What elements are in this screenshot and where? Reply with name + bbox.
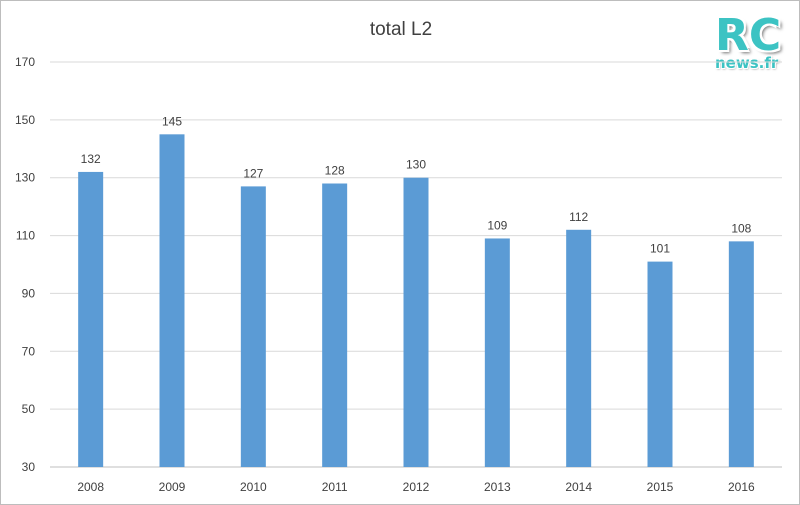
data-label: 109 [487,218,507,232]
data-label: 130 [406,158,426,172]
data-label: 128 [325,164,345,178]
x-axis: 2008 2009 2010 2011 2012 2013 2014 2015 2016 [77,480,755,494]
x-tick-label: 2012 [403,480,430,494]
y-tick-label: 130 [15,171,35,185]
data-label: 132 [81,152,101,166]
data-label: 145 [162,114,182,128]
y-tick-label: 30 [22,460,36,474]
bar-2012 [403,177,429,467]
x-tick-label: 2013 [484,480,511,494]
x-tick-label: 2008 [77,480,104,494]
x-tick-label: 2015 [647,480,674,494]
data-label: 101 [650,242,670,256]
bar-2016 [728,241,754,467]
x-tick-label: 2009 [159,480,186,494]
data-labels: 132 145 127 128 130 109 112 101 108 [81,114,752,255]
chart-title: total L2 [369,19,433,40]
x-tick-label: 2010 [240,480,267,494]
y-tick-label: 90 [22,286,36,300]
y-tick-label: 170 [15,55,35,69]
y-tick-label: 110 [16,229,35,243]
x-tick-label: 2016 [728,480,755,494]
x-tick-label: 2011 [322,480,348,494]
rcnews-logo: RC news.fr [713,11,789,75]
y-axis: 30 50 70 90 110 130 150 170 [15,55,35,474]
bars [78,134,754,468]
data-label: 112 [569,210,588,224]
bar-2009 [159,134,185,468]
bar-2013 [484,238,510,467]
y-tick-label: 150 [15,113,35,127]
bar-2011 [322,183,348,467]
x-tick-label: 2014 [565,480,592,494]
logo-sub-text: news.fr [715,54,779,72]
y-tick-label: 70 [22,344,36,358]
bar-2015 [647,261,673,467]
data-label: 127 [243,166,263,180]
logo-main-text: RC [715,10,782,61]
data-label: 108 [731,221,751,235]
y-tick-label: 50 [22,402,36,416]
bar-2014 [566,229,592,467]
bar-2008 [78,171,104,467]
bar-2010 [240,186,266,467]
